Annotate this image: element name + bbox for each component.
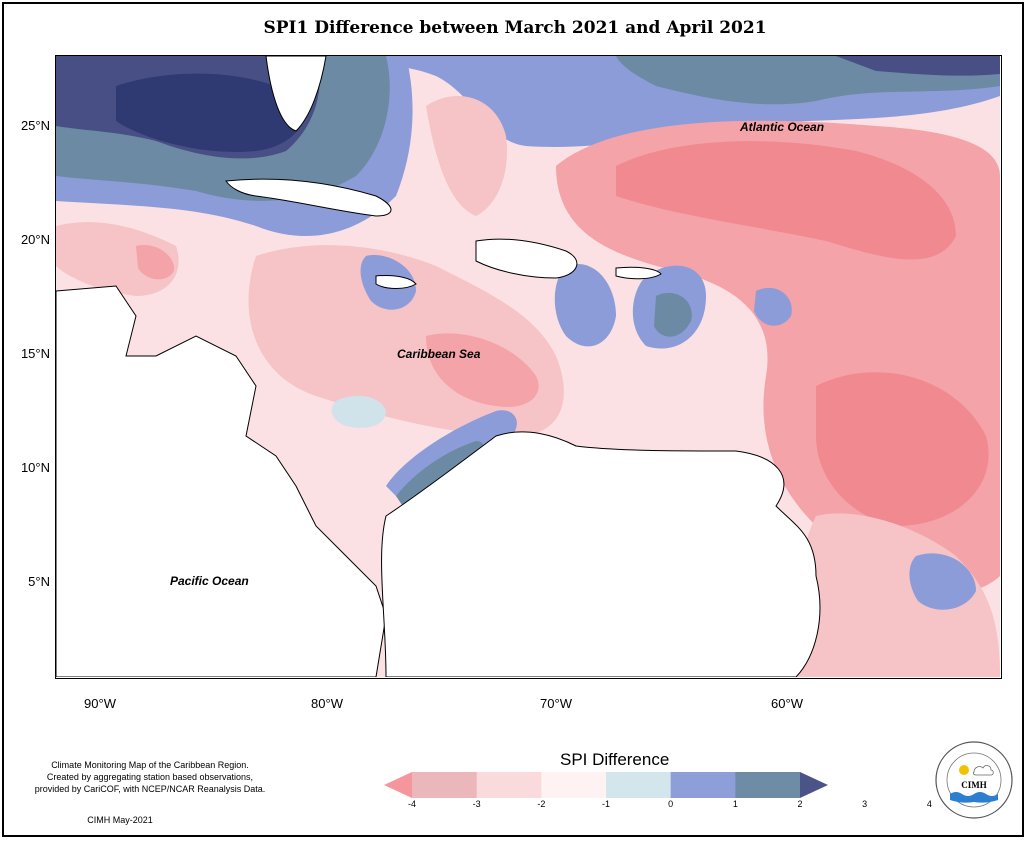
legend-tick-label: -4 [407, 799, 417, 809]
legend-swatch [606, 772, 672, 798]
region-red-caribbean [426, 333, 539, 407]
legend-tick-label: 0 [668, 799, 674, 809]
region-navy-northeast [836, 56, 1000, 76]
legend-swatch [800, 772, 828, 798]
logo-text: CIMH [961, 780, 987, 790]
land-florida [265, 56, 327, 132]
note-line-3: provided by CariCOF, with NCEP/NCAR Rean… [34, 784, 266, 794]
legend-tick-label: 1 [732, 799, 738, 809]
lat-tick-10: 10°N [20, 460, 50, 475]
land-puerto-rico [615, 266, 662, 280]
land-hispaniola [475, 238, 578, 279]
map-title: SPI1 Difference between March 2021 and A… [263, 18, 767, 38]
land-south-america [381, 431, 821, 677]
lat-tick-15: 15°N [20, 346, 50, 361]
legend-tick-label: -2 [537, 799, 546, 809]
region-blue-guianas [909, 553, 976, 610]
region-pink-bahamas [426, 96, 507, 216]
legend-title: SPI Difference [560, 750, 670, 769]
lon-tick-80: 80°W [311, 696, 343, 711]
legend-swatch [476, 772, 542, 798]
legend-swatch [384, 772, 412, 798]
note-credit: CIMH May-2021 [87, 815, 153, 825]
map-panel [55, 55, 1002, 679]
region-deepred-east [816, 372, 989, 526]
lat-tick-5: 5°N [28, 574, 50, 589]
label-atlantic-ocean: Atlantic Ocean [740, 120, 825, 134]
spi-map-svg [56, 56, 1000, 677]
region-slate-antilles [654, 292, 692, 337]
legend-swatch [541, 772, 607, 798]
legend-tick-label: -3 [472, 799, 481, 809]
region-blue-antilles-1 [554, 264, 616, 347]
cimh-logo: CIMH [935, 741, 1013, 819]
region-lightblue-caribbean [331, 395, 386, 428]
lat-tick-20: 20°N [20, 232, 50, 247]
legend-tick-label: 2 [797, 799, 803, 809]
region-pink-guianas [792, 513, 1000, 677]
region-darknavy-gulf [116, 73, 304, 152]
sun-icon [959, 765, 969, 775]
land-cuba [225, 178, 392, 217]
land-jamaica [375, 275, 417, 289]
legend-tick-label: -1 [601, 799, 611, 809]
note-line-1: Climate Monitoring Map of the Caribbean … [51, 760, 249, 770]
legend-swatch [670, 772, 736, 798]
legend-colorbar [384, 772, 828, 798]
legend-tick-label: 4 [926, 799, 932, 809]
label-pacific-ocean: Pacific Ocean [170, 574, 249, 588]
lon-tick-90: 90°W [84, 696, 116, 711]
legend-swatch [735, 772, 801, 798]
label-caribbean-sea: Caribbean Sea [397, 347, 481, 361]
legend-tick-label: 3 [862, 799, 868, 809]
region-deepred-atlantic [616, 141, 956, 260]
lat-tick-25: 25°N [20, 118, 50, 133]
lon-tick-60: 60°W [771, 696, 803, 711]
note-line-2: Created by aggregating station based obs… [46, 772, 254, 782]
legend-swatch [412, 772, 478, 798]
cloud-icon [973, 765, 994, 776]
region-red-yucatan [136, 245, 175, 280]
region-pink-yucatan [56, 222, 179, 296]
lon-tick-70: 70°W [540, 696, 572, 711]
water-waves-icon [950, 792, 998, 803]
region-blue-lesser-antilles [754, 287, 792, 326]
